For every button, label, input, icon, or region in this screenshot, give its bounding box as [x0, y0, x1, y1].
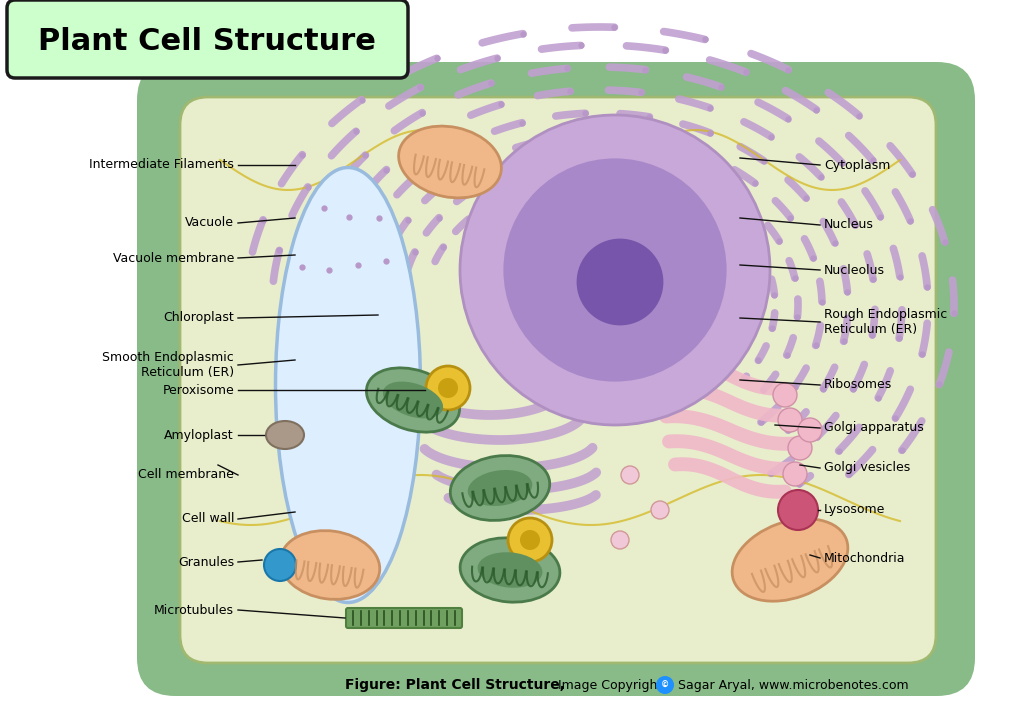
Text: Chloroplast: Chloroplast [163, 311, 234, 324]
Circle shape [783, 462, 807, 486]
Text: Smooth Endoplasmic
Reticulum (ER): Smooth Endoplasmic Reticulum (ER) [102, 351, 234, 379]
Text: Amyloplast: Amyloplast [165, 428, 234, 442]
Circle shape [773, 383, 797, 407]
Ellipse shape [367, 368, 460, 432]
Ellipse shape [398, 126, 502, 198]
Circle shape [651, 501, 669, 519]
Circle shape [426, 366, 470, 410]
FancyBboxPatch shape [7, 0, 408, 78]
Text: Image Copyright: Image Copyright [554, 679, 663, 692]
Ellipse shape [477, 552, 543, 588]
Circle shape [798, 418, 822, 442]
Text: Cell membrane: Cell membrane [138, 468, 234, 481]
Ellipse shape [275, 168, 421, 602]
Text: Lysosome: Lysosome [824, 503, 886, 516]
Ellipse shape [266, 421, 304, 449]
Circle shape [788, 436, 812, 460]
Text: Golgi vesicles: Golgi vesicles [824, 462, 910, 475]
Text: Nucleus: Nucleus [824, 218, 873, 231]
Circle shape [460, 115, 770, 425]
FancyBboxPatch shape [346, 608, 462, 628]
Circle shape [631, 389, 649, 407]
Circle shape [656, 676, 674, 694]
Circle shape [778, 490, 818, 530]
Text: Cytoplasm: Cytoplasm [824, 158, 891, 172]
Text: Mitochondria: Mitochondria [824, 551, 905, 564]
FancyBboxPatch shape [180, 97, 936, 663]
Ellipse shape [460, 538, 560, 602]
Text: ©: © [660, 681, 669, 690]
Ellipse shape [468, 470, 532, 506]
Text: Plant Cell Structure: Plant Cell Structure [38, 27, 376, 57]
Text: Figure: Plant Cell Structure,: Figure: Plant Cell Structure, [345, 678, 565, 692]
Text: Cell wall: Cell wall [181, 513, 234, 526]
Text: Golgi apparatus: Golgi apparatus [824, 422, 924, 435]
Circle shape [621, 466, 639, 484]
Ellipse shape [732, 519, 848, 601]
Circle shape [438, 378, 458, 398]
Text: Sagar Aryal, www.microbenotes.com: Sagar Aryal, www.microbenotes.com [674, 679, 908, 692]
Circle shape [520, 530, 540, 550]
Text: Microtubules: Microtubules [154, 604, 234, 616]
Circle shape [508, 518, 552, 562]
Circle shape [264, 549, 296, 581]
Circle shape [504, 158, 727, 382]
Ellipse shape [383, 382, 443, 418]
Text: Granules: Granules [178, 556, 234, 569]
Text: Vacuole: Vacuole [185, 216, 234, 230]
Text: Vacuole membrane: Vacuole membrane [113, 251, 234, 264]
Text: Peroxisome: Peroxisome [162, 384, 234, 397]
Text: Rough Endoplasmic
Reticulum (ER): Rough Endoplasmic Reticulum (ER) [824, 308, 947, 336]
FancyBboxPatch shape [137, 62, 975, 696]
Text: Nucleolus: Nucleolus [824, 263, 885, 276]
Circle shape [577, 238, 664, 325]
Text: Ribosomes: Ribosomes [824, 379, 892, 392]
Text: Intermediate Filaments: Intermediate Filaments [89, 158, 234, 172]
Ellipse shape [451, 455, 550, 521]
Circle shape [611, 531, 629, 549]
Ellipse shape [281, 531, 380, 599]
Circle shape [778, 408, 802, 432]
